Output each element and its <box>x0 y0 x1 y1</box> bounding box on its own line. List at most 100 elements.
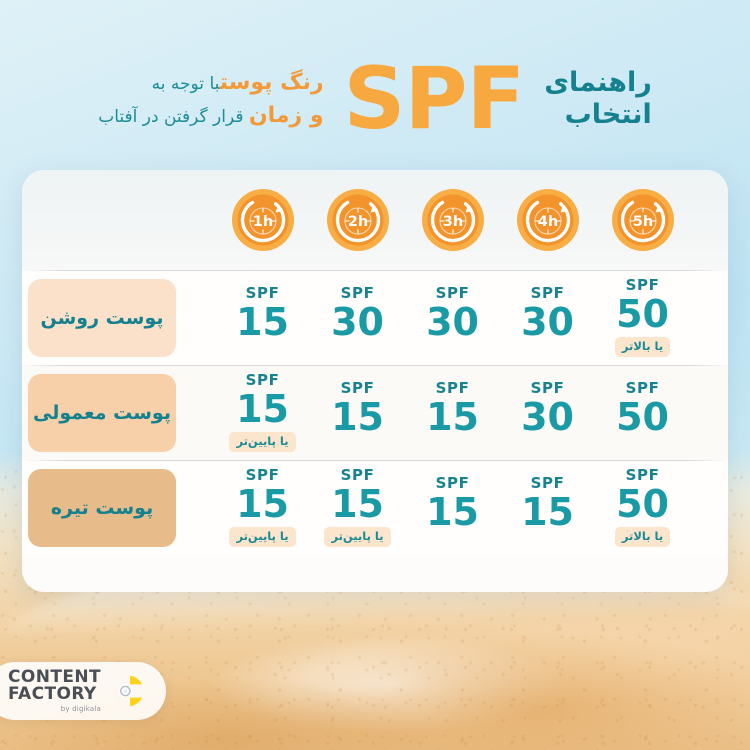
spf-cell: SPF 30 <box>500 270 595 365</box>
timer-2h-icon: 2h <box>326 188 390 252</box>
duration-cell-2h[interactable]: 2h <box>310 188 405 252</box>
spf-value: 30 <box>521 394 574 439</box>
page-title-line-2: انتخاب <box>564 99 652 130</box>
content-factory-c-icon <box>110 674 144 708</box>
skin-type-badge[interactable]: پوست معمولی <box>28 373 176 452</box>
spf-cell: SPF 30 <box>405 270 500 365</box>
skin-label-column: پوست معمولی <box>22 365 182 460</box>
spf-cell: SPF 50 یا بالاتر <box>595 460 690 555</box>
spf-word: SPF <box>435 378 470 397</box>
duration-cell-4h[interactable]: 4h <box>500 188 595 252</box>
subtitle-line-1: رنگ پوستبا توجه به <box>98 66 324 99</box>
row-mid-spacer <box>182 365 215 460</box>
spf-value: 30 <box>426 299 479 344</box>
spf-word: SPF <box>340 283 375 302</box>
skin-label-column: پوست روشن <box>22 270 182 365</box>
spf-word: SPF <box>435 283 470 302</box>
row-divider <box>22 270 728 271</box>
spf-note: یا پایین‌تر <box>229 432 296 452</box>
spf-note: یا بالاتر <box>614 527 671 547</box>
row-left-spacer <box>690 188 728 252</box>
svg-text:2h: 2h <box>347 214 367 230</box>
spf-value: 15 <box>331 394 384 439</box>
spf-value: 15 <box>521 489 574 534</box>
spf-cell: SPF 30 <box>500 365 595 460</box>
svg-text:3h: 3h <box>442 214 462 230</box>
spf-word: SPF <box>625 276 660 295</box>
spf-word: SPF <box>340 378 375 397</box>
spf-cell: SPF 15 <box>500 460 595 555</box>
spf-cell: SPF 15 <box>310 365 405 460</box>
skin-type-badge[interactable]: پوست روشن <box>28 278 176 357</box>
spf-word: SPF <box>435 473 470 492</box>
timer-5h-icon: 5h <box>611 188 675 252</box>
duration-cell-3h[interactable]: 3h <box>405 188 500 252</box>
spf-cell: SPF 50 <box>595 365 690 460</box>
content-factory-wordmark: CONTENT FACTORY by digikala <box>8 667 101 713</box>
spf-value: 15 <box>236 387 289 432</box>
spf-value: 15 <box>236 299 289 344</box>
spf-value: 15 <box>331 482 384 527</box>
spf-brand-title: SPF <box>343 48 526 149</box>
row-divider <box>22 460 728 461</box>
spf-word: SPF <box>625 466 660 485</box>
spf-value: 50 <box>616 482 669 527</box>
spf-word: SPF <box>530 283 565 302</box>
skin-type-badge[interactable]: پوست تیره <box>28 468 176 547</box>
spf-cell: SPF 15 یا پایین‌تر <box>215 460 310 555</box>
subtitle-line-1-prefix: با توجه به <box>151 74 220 94</box>
spf-note: یا پایین‌تر <box>229 527 296 547</box>
svg-text:1h: 1h <box>252 214 272 230</box>
spf-cell: SPF 15 یا پایین‌تر <box>215 365 310 460</box>
row-left-spacer <box>690 365 728 460</box>
subtitle-line-2-suffix: قرار گرفتن در آفتاب <box>98 107 249 127</box>
svg-text:5h: 5h <box>632 214 652 230</box>
spf-word: SPF <box>245 283 280 302</box>
table-row: SPF 50 SPF 30 SPF 15 SPF 15 <box>22 365 728 460</box>
row-mid-spacer <box>182 460 215 555</box>
content-factory-logo[interactable]: CONTENT FACTORY by digikala <box>0 662 166 720</box>
spf-word: SPF <box>625 378 660 397</box>
page-title-line-1: راهنمای <box>544 67 652 99</box>
subtitle-highlight-skin-color: رنگ پوست <box>219 70 324 95</box>
spf-table-card: 5h <box>22 170 728 592</box>
spf-note: یا بالاتر <box>614 337 671 357</box>
spf-value: 15 <box>426 394 479 439</box>
spf-value: 30 <box>521 299 574 344</box>
duration-cell-1h[interactable]: 1h <box>215 188 310 252</box>
duration-cell-5h[interactable]: 5h <box>595 188 690 252</box>
logo-byline: by digikala <box>60 704 101 713</box>
logo-line-1: CONTENT <box>8 667 101 688</box>
subtitle-highlight-time: و زمان <box>248 103 324 128</box>
spf-cell: SPF 15 <box>405 460 500 555</box>
spf-word: SPF <box>530 473 565 492</box>
table-row: SPF 50 یا بالاتر SPF 15 SPF 15 SPF 15 <box>22 460 728 555</box>
spf-word: SPF <box>530 378 565 397</box>
timer-4h-icon: 4h <box>516 188 580 252</box>
row-left-spacer <box>690 460 728 555</box>
logo-line-2: FACTORY <box>8 684 97 705</box>
header-mid-spacer <box>182 188 215 252</box>
row-left-spacer <box>690 270 728 365</box>
spf-note: یا پایین‌تر <box>324 527 391 547</box>
spf-value: 50 <box>616 394 669 439</box>
spf-word: SPF <box>245 371 280 390</box>
spf-value: 50 <box>616 292 669 337</box>
spf-value: 15 <box>236 482 289 527</box>
spf-word: SPF <box>245 466 280 485</box>
header-label-spacer <box>22 188 182 252</box>
header-subtitle: رنگ پوستبا توجه به و زمان قرار گرفتن در … <box>98 66 323 132</box>
row-divider <box>22 365 728 366</box>
page-title: راهنمای انتخاب <box>544 67 652 131</box>
spf-word: SPF <box>340 466 375 485</box>
duration-header-row: 5h <box>22 170 728 270</box>
spf-value: 15 <box>426 489 479 534</box>
timer-1h-icon: 1h <box>231 188 295 252</box>
row-mid-spacer <box>182 270 215 365</box>
header: راهنمای انتخاب SPF رنگ پوستبا توجه به و … <box>0 44 750 154</box>
spf-cell: SPF 15 <box>215 270 310 365</box>
spf-cell: SPF 15 یا پایین‌تر <box>310 460 405 555</box>
spf-cell: SPF 30 <box>310 270 405 365</box>
skin-label-column: پوست تیره <box>22 460 182 555</box>
